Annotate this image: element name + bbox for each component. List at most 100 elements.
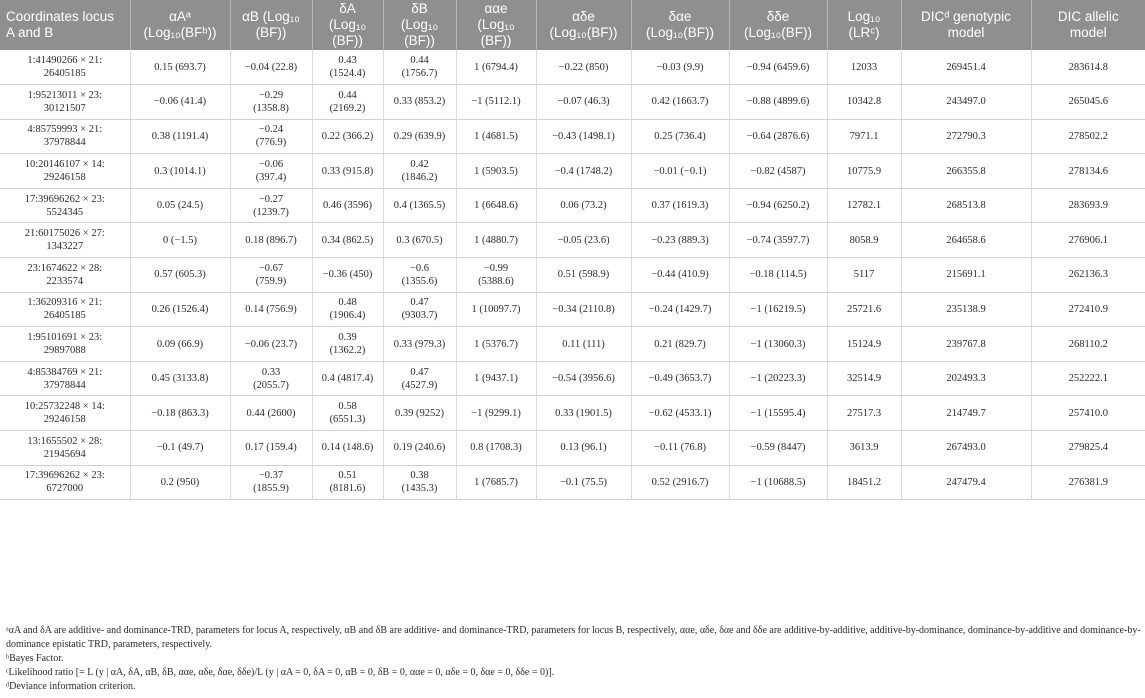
table-cell-value: 0.38 (1191.4) <box>151 130 209 142</box>
table-cell-value: 0.37 (1619.3) <box>651 200 709 212</box>
table-cell-value: 0.8 (1708.3) <box>470 442 522 454</box>
table-cell: 283614.8 <box>1031 50 1145 86</box>
table-cell: −0.59 (8447) <box>729 430 828 466</box>
table-cell-value: 0.14 (756.9) <box>245 303 297 315</box>
table-cell-value: 1 (6648.6) <box>474 200 518 212</box>
table-cell-value: −1 (13060.3) <box>750 338 806 350</box>
table-row: 17:39696262 × 23: 5524345 0.05 (24.5) −0.2… <box>0 188 1145 224</box>
table-cell: 1 (10097.7) <box>456 292 537 328</box>
table-cell-value: 268513.8 <box>946 200 986 212</box>
table-cell-value: 10:20146107 × 14: 29246158 <box>24 159 105 184</box>
table-cell-value: 267493.0 <box>946 442 986 454</box>
table-cell: 7971.1 <box>827 119 902 155</box>
table-cell: 1 (7685.7) <box>456 465 537 501</box>
table-cell-value: 239767.8 <box>946 338 986 350</box>
table-cell: 0.51 (598.9) <box>536 257 632 293</box>
table-cell: 0.3 (670.5) <box>383 222 457 259</box>
table-cell-value: 0.47 (9303.7) <box>401 297 438 322</box>
table-cell: 12033 <box>827 50 902 86</box>
table-cell: −0.22 (850) <box>536 50 632 86</box>
footnote: ᵈDeviance information criterion. <box>6 681 136 692</box>
table-cell: 269451.4 <box>901 50 1032 86</box>
column-header-label: DIC allelic model <box>1057 9 1119 40</box>
column-header-label: δA (Log₁₀ (BF)) <box>328 1 367 48</box>
table-cell: 0.44 (1756.7) <box>383 50 457 86</box>
column-header: Log₁₀ (LRᶜ) <box>827 0 902 50</box>
column-header: δB (Log₁₀ (BF)) <box>383 0 457 50</box>
table-cell-value: 264658.6 <box>946 234 986 246</box>
table-cell: 0 (−1.5) <box>130 222 231 259</box>
table-cell-value: 15124.9 <box>846 338 882 350</box>
column-header-label: δB (Log₁₀ (BF)) <box>400 1 439 48</box>
table-cell: 0.39 (1362.2) <box>312 326 384 362</box>
table-row: 17:39696262 × 23: 6727000 0.2 (950) −0.37 … <box>0 465 1145 501</box>
column-header: αAᵃ (Log₁₀(BFᵇ)) <box>130 0 231 50</box>
table-cell-value: −1 (16219.5) <box>750 303 806 315</box>
table-cell: 0.09 (66.9) <box>130 326 231 362</box>
table-cell-value: 23:1674622 × 28: 2233574 <box>27 262 103 287</box>
table-cell: 5117 <box>827 257 902 293</box>
table-cell-value: 0.11 (111) <box>562 338 605 350</box>
column-header-label: DICᵈ genotypic model <box>921 9 1011 40</box>
table-cell-value: 18451.2 <box>846 476 882 488</box>
table-cell: −0.24 (1429.7) <box>631 292 730 328</box>
column-header: δαe (Log₁₀(BF)) <box>631 0 730 50</box>
table-cell: 13:1655502 × 28: 21945694 <box>0 430 131 466</box>
table-cell: 18451.2 <box>827 465 902 501</box>
column-header-label: αδe (Log₁₀(BF)) <box>549 9 618 40</box>
table-cell: 0.19 (240.6) <box>383 430 457 466</box>
table-cell: 0.33 (915.8) <box>312 153 384 189</box>
table-cell: −0.1 (75.5) <box>536 465 632 501</box>
table-cell-value: 214749.7 <box>946 407 986 419</box>
table-cell: 10:20146107 × 14: 29246158 <box>0 153 131 189</box>
table-cell-value: 10:25732248 × 14: 29246158 <box>24 401 105 426</box>
column-header: ααe (Log₁₀ (BF)) <box>456 0 537 50</box>
table-cell: 0.21 (829.7) <box>631 326 730 362</box>
table-cell-value: 1:36209316 × 21: 26405185 <box>27 297 103 322</box>
table-cell-value: 0.34 (862.5) <box>321 234 374 246</box>
table-cell: −0.54 (3956.6) <box>536 361 632 397</box>
table-cell: −0.03 (9.9) <box>631 50 730 86</box>
table-cell: 276906.1 <box>1031 222 1145 259</box>
table-cell: 0.8 (1708.3) <box>456 430 537 466</box>
table-cell-value: 27517.3 <box>846 407 882 419</box>
table-cell: −0.64 (2876.6) <box>729 119 828 155</box>
table-cell: −0.27 (1239.7) <box>230 188 313 224</box>
table-cell: −0.94 (6459.6) <box>729 50 828 86</box>
table-cell-value: −0.03 (9.9) <box>656 61 704 73</box>
table-row: 1:41490266 × 21: 26405185 0.15 (693.7) −0.… <box>0 50 1145 86</box>
table-cell-value: 0.33 (2055.7) <box>253 366 289 391</box>
table-cell: 267493.0 <box>901 430 1032 466</box>
table-cell-value: 266355.8 <box>946 165 986 177</box>
table-cell: 0.4 (4817.4) <box>312 361 384 397</box>
table-cell: −0.04 (22.8) <box>230 50 313 86</box>
table-cell: 0.4 (1365.5) <box>383 188 457 224</box>
table-cell: 262136.3 <box>1031 257 1145 293</box>
column-header-label: Coordinates locus A and B <box>6 9 115 40</box>
table-cell: −1 (9299.1) <box>456 395 537 432</box>
table-cell: −0.06 (23.7) <box>230 326 313 362</box>
table-cell-value: 13:1655502 × 28: 21945694 <box>27 435 103 460</box>
table-cell-value: 0.33 (1901.5) <box>555 407 612 419</box>
table-cell-value: −0.74 (3597.7) <box>746 234 810 246</box>
table-cell: 1 (6648.6) <box>456 188 537 224</box>
table-cell: 0.57 (605.3) <box>130 257 231 293</box>
table-cell-value: −1 (15595.4) <box>750 407 806 419</box>
table-cell-value: 0.57 (605.3) <box>154 269 206 281</box>
table-cell: 0.38 (1435.3) <box>383 465 457 501</box>
table-cell-value: 283693.9 <box>1068 200 1108 212</box>
table-cell: −0.82 (4587) <box>729 153 828 189</box>
table-cell-value: 0.09 (66.9) <box>156 338 204 350</box>
table-cell: −0.18 (863.3) <box>130 395 231 432</box>
table-cell: 10:25732248 × 14: 29246158 <box>0 395 131 432</box>
table-cell-value: 0.44 (2600) <box>246 407 296 419</box>
table-cell-value: −0.24 (1429.7) <box>648 303 712 315</box>
table-row: 13:1655502 × 28: 21945694 −0.1 (49.7) 0.17… <box>0 430 1145 466</box>
table-cell: 17:39696262 × 23: 6727000 <box>0 465 131 501</box>
table-cell-value: 0.48 (1906.4) <box>329 297 366 322</box>
table-cell: 4:85759993 × 21: 37978844 <box>0 119 131 155</box>
table-cell-value: 269451.4 <box>946 61 986 73</box>
table-cell: 1 (9437.1) <box>456 361 537 397</box>
table-cell-value: −0.1 (49.7) <box>156 442 204 454</box>
table-row: 1:95101691 × 23: 29897088 0.09 (66.9) −0.0… <box>0 326 1145 362</box>
